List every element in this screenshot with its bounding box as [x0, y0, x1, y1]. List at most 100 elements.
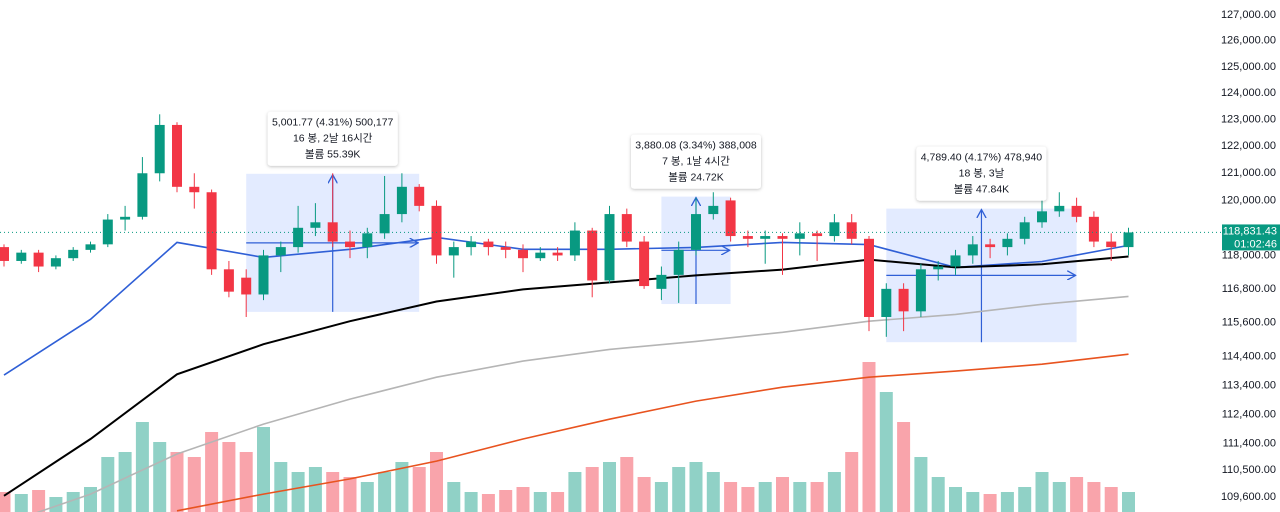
candle-body: [725, 200, 736, 237]
candle-body: [85, 244, 96, 250]
measure-tooltip-text: 볼륨 47.84K: [954, 183, 1010, 195]
candle-body: [448, 247, 459, 256]
candle-body: [864, 238, 874, 317]
measure-tooltip: [631, 134, 761, 189]
candle-body: [881, 288, 892, 317]
measure-tooltip-text: 4,789.40 (4.17%) 478,940: [921, 151, 1043, 163]
y-tick-label: 120,000.00: [1221, 194, 1276, 206]
candle-body: [223, 269, 234, 292]
candle-body: [293, 227, 304, 248]
volume-bar: [326, 472, 340, 512]
volume-bar: [499, 490, 513, 512]
volume-bar: [724, 482, 738, 512]
candle-body: [431, 205, 442, 256]
candle-body: [275, 247, 286, 256]
volume-bar: [620, 457, 634, 512]
candle-body: [915, 269, 926, 312]
candle-body: [656, 274, 667, 289]
volume-bar: [153, 442, 167, 512]
volume-bar: [170, 452, 184, 512]
measure-tooltip-text: 5,001.77 (4.31%) 500,177: [272, 117, 394, 129]
candle-body: [604, 214, 615, 281]
y-tick-label: 110,500.00: [1222, 464, 1276, 476]
volume-bar: [758, 482, 772, 512]
volume-bar: [187, 457, 201, 512]
y-tick-label: 109,600.00: [1221, 491, 1276, 503]
volume-bar: [654, 482, 668, 512]
y-tick-label: 122,000.00: [1221, 140, 1276, 152]
candle-body: [345, 241, 355, 248]
candle-body: [535, 252, 546, 259]
volume-bar: [706, 472, 720, 512]
candle-body: [621, 214, 632, 242]
candle-body: [68, 249, 79, 259]
candle-body: [33, 252, 44, 267]
volume-bar: [533, 492, 547, 512]
volume-bar: [793, 482, 807, 512]
moving-average: [176, 353, 1129, 512]
measure-tooltip-text: 7 봉, 1날 4시간: [662, 155, 730, 167]
candle-body: [1002, 238, 1013, 248]
candle-body: [587, 230, 598, 281]
plot-area: [0, 114, 1222, 512]
candle-body: [794, 233, 805, 239]
volume-bar: [205, 432, 219, 512]
candle-body: [933, 266, 944, 270]
volume-bar: [603, 462, 616, 512]
volume-bar: [949, 487, 962, 512]
volume-bar: [257, 427, 270, 512]
volume-bar: [983, 494, 997, 512]
volume-bar: [84, 487, 97, 512]
volume-bar: [222, 442, 236, 512]
candle-body: [1054, 205, 1065, 212]
candle-body: [1037, 211, 1047, 223]
candle-body: [500, 247, 511, 250]
moving-average: [36, 295, 1129, 512]
candle-body: [708, 205, 719, 215]
candle-body: [950, 255, 961, 267]
candle-body: [483, 241, 494, 248]
y-tick-label: 124,000.00: [1221, 87, 1276, 99]
y-tick-label: 111,400.00: [1223, 438, 1276, 450]
candle-body: [241, 277, 252, 295]
measure-tooltip: [267, 111, 398, 166]
moving-average: [3, 255, 1129, 497]
candle-body: [639, 241, 650, 287]
candle-body: [1106, 241, 1117, 248]
volume-bar: [776, 477, 789, 512]
candle-body: [120, 216, 131, 220]
volume-bar: [551, 492, 565, 512]
candle-body: [154, 124, 165, 174]
candle-body: [673, 249, 684, 275]
y-tick-label: 127,000.00: [1221, 9, 1276, 21]
candle-body: [137, 173, 148, 217]
volume-bar: [0, 492, 11, 512]
y-tick-label: 114,400.00: [1222, 351, 1276, 363]
last-price-tag: [1222, 224, 1280, 251]
candle-body: [258, 255, 269, 295]
candle-body: [466, 241, 477, 248]
volume-bar: [931, 477, 945, 512]
volume-bar: [101, 457, 115, 512]
candle-body: [172, 124, 182, 187]
countdown-label: 01:02:46: [1234, 238, 1277, 250]
y-tick-label: 125,000.00: [1221, 61, 1276, 73]
measure-tooltip-text: 3,880.08 (3.34%) 388,008: [635, 139, 757, 151]
volume-bar: [1087, 482, 1101, 512]
volume-bar: [135, 422, 149, 512]
y-tick-label: 115,600.00: [1222, 317, 1276, 329]
candle-body: [1088, 216, 1099, 242]
volume-bar: [966, 492, 980, 512]
candle-body: [1071, 205, 1082, 217]
volume-bar: [1104, 487, 1118, 512]
candle-body: [0, 247, 9, 261]
volume-bar: [274, 462, 288, 512]
last-price-label: 118,831.43: [1223, 225, 1277, 237]
volume-bar: [360, 482, 374, 512]
candle-body: [50, 258, 61, 267]
candle-body: [812, 233, 823, 237]
candle-body: [742, 236, 753, 239]
volume-bar: [291, 472, 305, 512]
volume-bar: [1000, 492, 1014, 512]
